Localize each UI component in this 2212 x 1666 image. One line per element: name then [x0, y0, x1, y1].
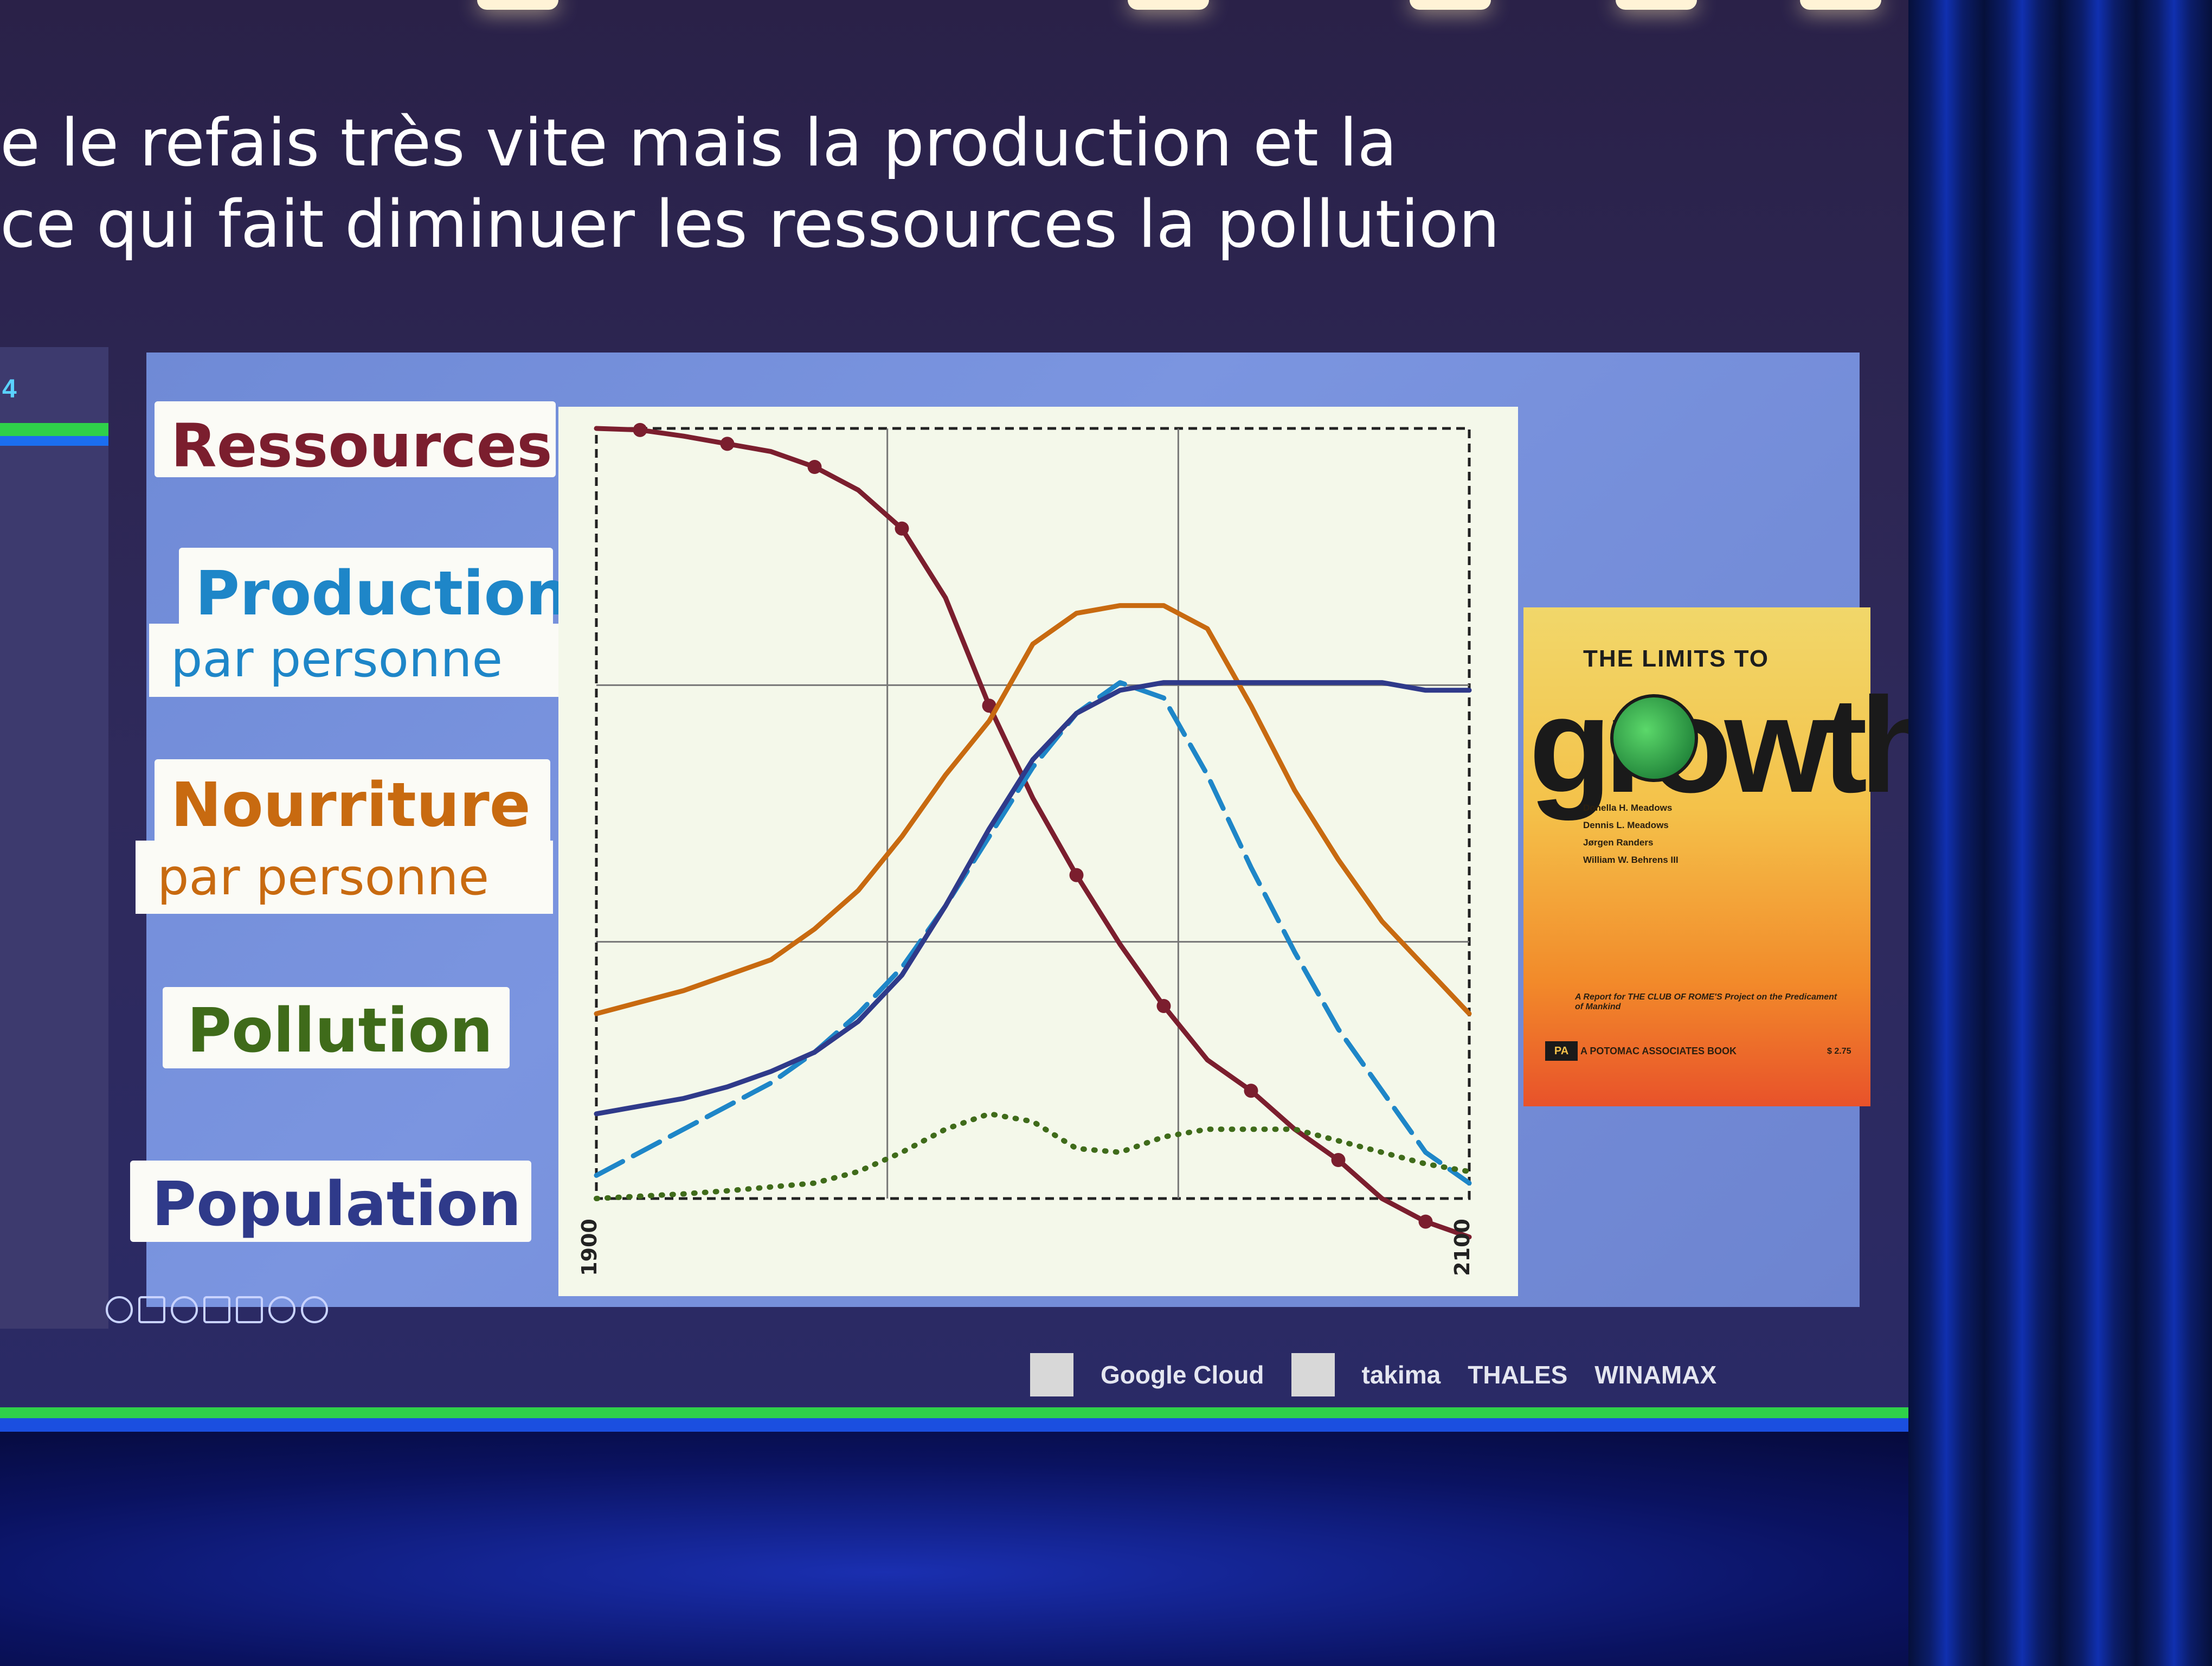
data-point — [1331, 1153, 1346, 1167]
series-layer — [594, 422, 1472, 1240]
line-chart: 1900 2100 — [577, 422, 1474, 1276]
stage-curtain — [1908, 0, 2212, 1666]
footer-accent-bar — [0, 1407, 1946, 1418]
chart-card: 1900 2100 — [558, 407, 1518, 1296]
sponsor-name: WINAMAX — [1594, 1361, 1717, 1389]
limits-to-growth-book-cover: THE LIMITS TO growth Donella H. Meadows … — [1523, 607, 1943, 1106]
legend-subtitle: par personne — [171, 630, 503, 688]
series-line — [594, 680, 1472, 1186]
slide-number: 4 — [2, 375, 17, 403]
x-tick-label: 2100 — [1450, 1219, 1474, 1276]
previous-slide-icon[interactable] — [106, 1296, 133, 1323]
next-slide-icon[interactable] — [301, 1296, 328, 1323]
globe-icon — [1610, 694, 1698, 782]
data-point — [895, 521, 909, 536]
series-line — [594, 680, 1472, 1117]
camera-icon[interactable] — [236, 1296, 263, 1323]
data-point — [1418, 1214, 1433, 1229]
sponsor-name: THALES — [1468, 1361, 1568, 1389]
book-author: Jørgen Randers — [1583, 837, 1654, 848]
legend-production: Production — [179, 548, 569, 629]
data-point — [1244, 1084, 1258, 1098]
book-title: growth — [1529, 669, 1943, 821]
zoom-icon[interactable] — [171, 1296, 198, 1323]
legend-title: Pollution — [187, 996, 493, 1066]
data-point — [633, 422, 647, 437]
book-publisher: A POTOMAC ASSOCIATES BOOK — [1580, 1046, 1737, 1056]
more-options-icon[interactable] — [268, 1296, 295, 1323]
book-author: Donella H. Meadows — [1583, 803, 1673, 813]
legend-title: Population — [152, 1169, 522, 1240]
orange-logo — [1291, 1353, 1335, 1396]
ceiling-light — [477, 0, 558, 10]
ceiling-light — [1128, 0, 1209, 10]
caption-line: ce qui fait diminuer les ressources la p… — [0, 187, 1500, 262]
publisher-logo: PA — [1545, 1041, 1578, 1061]
legend-population: Population — [130, 1161, 531, 1242]
grid — [595, 427, 1471, 1200]
legend-nourriture-sub: par personne — [136, 841, 553, 914]
plot-frame — [595, 427, 1471, 1200]
legend-title: Ressources — [171, 411, 552, 480]
x-tick-label: 1900 — [577, 1219, 601, 1276]
book-price: $ 2.75 — [1827, 1047, 1851, 1056]
series-line — [594, 426, 1472, 1240]
ceiling-light — [1800, 0, 1881, 10]
book-author: William W. Behrens III — [1583, 855, 1679, 865]
data-point — [1069, 868, 1084, 882]
book-author: Dennis L. Meadows — [1583, 820, 1669, 830]
legend-subtitle: par personne — [157, 848, 490, 906]
accent-bar — [0, 423, 108, 436]
series-line — [594, 603, 1472, 1016]
axa-logo — [1030, 1353, 1073, 1396]
slide-toolbar — [106, 1296, 328, 1323]
previous-slide-thumbnail: 4 — [0, 347, 108, 1329]
data-point — [720, 437, 735, 451]
sponsor-name: takima — [1361, 1361, 1441, 1389]
captions-icon[interactable] — [203, 1296, 230, 1323]
caption-line: e le refais très vite mais la production… — [0, 106, 1398, 181]
legend-pollution: Pollution — [163, 987, 510, 1068]
projection-screen: e le refais très vite mais la production… — [0, 0, 1952, 1434]
ceiling-light — [1410, 0, 1491, 10]
stage-floor — [0, 1432, 2212, 1666]
legend-nourriture: Nourriture — [155, 759, 550, 846]
legend-title: Production — [195, 559, 569, 629]
book-top-title: THE LIMITS TO — [1583, 645, 1769, 672]
book-report-line: A Report for THE CLUB OF ROME'S Project … — [1575, 992, 1837, 1011]
ceiling-light — [1616, 0, 1697, 10]
legend-ressources: Ressources — [155, 401, 556, 480]
data-point — [1156, 999, 1171, 1013]
pen-icon[interactable] — [138, 1296, 165, 1323]
legend-production-sub: par personne — [149, 624, 561, 697]
data-point — [982, 699, 996, 713]
sponsor-name: Google Cloud — [1101, 1361, 1264, 1389]
legend-title: Nourriture — [171, 770, 531, 841]
data-point — [807, 460, 822, 474]
accent-bar — [0, 436, 108, 446]
tick-layer: 1900 2100 — [577, 1219, 1474, 1276]
sponsor-logos: Google Cloud takima THALES WINAMAX — [1030, 1345, 1716, 1405]
subtitle-caption: e le refais très vite mais la production… — [0, 103, 1518, 266]
